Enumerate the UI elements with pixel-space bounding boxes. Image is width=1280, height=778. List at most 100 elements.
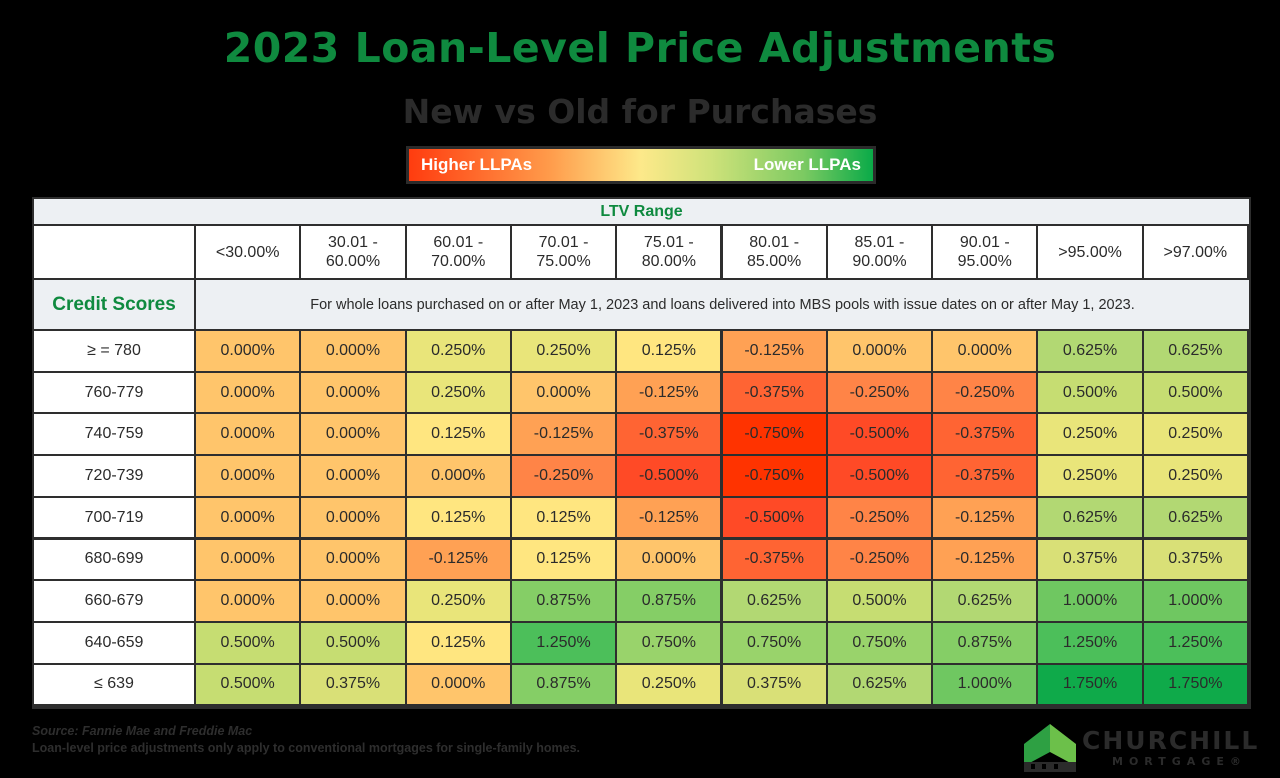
llpa-cell: -0.125% bbox=[933, 539, 1037, 580]
llpa-cell: 0.000% bbox=[617, 539, 721, 580]
credit-score-label: ≥ = 780 bbox=[34, 331, 194, 371]
ltv-range-header: LTV Range bbox=[34, 199, 1249, 224]
llpa-cell: 1.000% bbox=[933, 664, 1037, 705]
llpa-cell: -0.250% bbox=[827, 539, 932, 580]
llpa-cell: 1.000% bbox=[1143, 581, 1247, 621]
page-title: 2023 Loan-Level Price Adjustments bbox=[223, 24, 1057, 72]
llpa-cell: 0.000% bbox=[301, 331, 405, 371]
llpa-cell: 0.125% bbox=[406, 622, 510, 663]
llpa-cell: 0.000% bbox=[196, 539, 300, 580]
churchill-logo: CHURCHILL MORTGAGE® bbox=[1022, 722, 1257, 772]
llpa-cell: 0.375% bbox=[1143, 539, 1247, 580]
llpa-cell: 0.750% bbox=[827, 622, 932, 663]
llpa-cell: -0.250% bbox=[827, 497, 932, 538]
column-header: <30.00% bbox=[196, 226, 300, 278]
llpa-cell: -0.500% bbox=[827, 456, 932, 496]
llpa-cell: 0.125% bbox=[511, 497, 616, 538]
llpa-cell: -0.375% bbox=[722, 372, 826, 413]
page-subtitle: New vs Old for Purchases bbox=[402, 92, 878, 131]
llpa-cell: 0.875% bbox=[511, 581, 616, 621]
source-names: Fannie Mae and Freddie Mac bbox=[82, 724, 253, 738]
llpa-cell: 0.250% bbox=[511, 331, 616, 371]
logo-sub: MORTGAGE® bbox=[1112, 755, 1247, 768]
llpa-cell: 0.375% bbox=[1038, 539, 1142, 580]
llpa-cell: 0.000% bbox=[301, 372, 405, 413]
color-legend: Higher LLPAs Lower LLPAs bbox=[406, 146, 876, 184]
llpa-cell: 0.000% bbox=[406, 456, 510, 496]
llpa-cell: 0.000% bbox=[196, 581, 300, 621]
llpa-cell: 0.875% bbox=[933, 622, 1037, 663]
llpa-cell: 1.750% bbox=[1038, 664, 1142, 705]
llpa-cell: -0.750% bbox=[722, 456, 826, 496]
column-header: 30.01 - 60.00% bbox=[301, 226, 405, 278]
llpa-cell: -0.125% bbox=[406, 539, 510, 580]
table-row: ≤ 639 0.500% 0.375% 0.000% 0.875% 0.250% 0.375… bbox=[34, 664, 1249, 705]
credit-score-label: 640-659 bbox=[34, 622, 194, 663]
table-row: ≥ = 780 0.000% 0.000% 0.250% 0.250% 0.125% -0.… bbox=[34, 331, 1249, 371]
logo-name: CHURCHILL bbox=[1082, 726, 1260, 755]
credit-score-label: 700-719 bbox=[34, 497, 194, 538]
llpa-cell: 0.250% bbox=[1038, 414, 1142, 455]
llpa-cell: 0.000% bbox=[196, 414, 300, 455]
llpa-cell: 0.000% bbox=[301, 414, 405, 455]
llpa-cell: 0.000% bbox=[301, 539, 405, 580]
llpa-cell: 1.000% bbox=[1038, 581, 1142, 621]
llpa-cell: -0.250% bbox=[511, 456, 616, 496]
llpa-cell: -0.125% bbox=[617, 497, 721, 538]
llpa-cell: 1.250% bbox=[511, 622, 616, 663]
disclaimer: Loan-level price adjustments only apply … bbox=[32, 741, 581, 755]
column-header: 60.01 - 70.00% bbox=[406, 226, 510, 278]
table-row: 640-659 0.500% 0.500% 0.125% 1.250% 0.750% 0.7… bbox=[34, 622, 1249, 663]
credit-score-label: ≤ 639 bbox=[34, 664, 194, 705]
credit-score-label: 720-739 bbox=[34, 456, 194, 496]
llpa-cell: 0.500% bbox=[196, 664, 300, 705]
llpa-cell: -0.500% bbox=[722, 497, 826, 538]
llpa-cell: 0.250% bbox=[1143, 456, 1247, 496]
llpa-cell: 0.250% bbox=[617, 664, 721, 705]
llpa-cell: 0.750% bbox=[617, 622, 721, 663]
column-header: 75.01 - 80.00% bbox=[617, 226, 721, 278]
llpa-cell: -0.375% bbox=[933, 414, 1037, 455]
llpa-cell: -0.250% bbox=[827, 372, 932, 413]
llpa-cell: 0.500% bbox=[301, 622, 405, 663]
legend-higher-label: Higher LLPAs bbox=[421, 155, 533, 174]
llpa-cell: 0.625% bbox=[1038, 331, 1142, 371]
credit-score-label: 740-759 bbox=[34, 414, 194, 455]
llpa-cell: 0.000% bbox=[196, 372, 300, 413]
column-header: 85.01 - 90.00% bbox=[827, 226, 932, 278]
llpa-cell: 0.125% bbox=[406, 414, 510, 455]
column-header: >95.00% bbox=[1038, 226, 1142, 278]
column-header: 90.01 - 95.00% bbox=[933, 226, 1037, 278]
table-row: 680-699 0.000% 0.000% -0.125% 0.125% 0.000% -0… bbox=[34, 539, 1249, 580]
llpa-cell: 0.625% bbox=[1143, 497, 1247, 538]
llpa-cell: 0.625% bbox=[1143, 331, 1247, 371]
llpa-cell: 0.000% bbox=[827, 331, 932, 371]
llpa-cell: 0.875% bbox=[511, 664, 616, 705]
llpa-cell: -0.375% bbox=[722, 539, 826, 580]
llpa-cell: 0.625% bbox=[933, 581, 1037, 621]
llpa-cell: 0.000% bbox=[301, 497, 405, 538]
llpa-cell: 0.250% bbox=[406, 331, 510, 371]
source-prefix: Source: bbox=[32, 724, 79, 738]
llpa-cell: 1.750% bbox=[1143, 664, 1247, 705]
column-header: 70.01 - 75.00% bbox=[511, 226, 616, 278]
legend-lower-label: Lower LLPAs bbox=[753, 155, 861, 174]
column-header: 80.01 - 85.00% bbox=[722, 226, 826, 278]
effective-date-note: For whole loans purchased on or after Ma… bbox=[196, 280, 1249, 329]
llpa-cell: 0.625% bbox=[722, 581, 826, 621]
llpa-cell: 1.250% bbox=[1143, 622, 1247, 663]
llpa-cell: 0.375% bbox=[301, 664, 405, 705]
llpa-cell: -0.500% bbox=[827, 414, 932, 455]
credit-score-label: 760-779 bbox=[34, 372, 194, 413]
llpa-cell: 0.000% bbox=[406, 664, 510, 705]
table-row: 760-779 0.000% 0.000% 0.250% 0.000% -0.125% -0… bbox=[34, 372, 1249, 413]
house-icon bbox=[1024, 724, 1076, 772]
llpa-cell: 0.000% bbox=[196, 456, 300, 496]
llpa-cell: 0.625% bbox=[827, 664, 932, 705]
llpa-cell: -0.500% bbox=[617, 456, 721, 496]
llpa-cell: -0.125% bbox=[933, 497, 1037, 538]
llpa-cell: 0.500% bbox=[196, 622, 300, 663]
llpa-cell: 0.250% bbox=[406, 372, 510, 413]
table-row: 660-679 0.000% 0.000% 0.250% 0.875% 0.875% 0.6… bbox=[34, 581, 1249, 621]
llpa-cell: -0.250% bbox=[933, 372, 1037, 413]
